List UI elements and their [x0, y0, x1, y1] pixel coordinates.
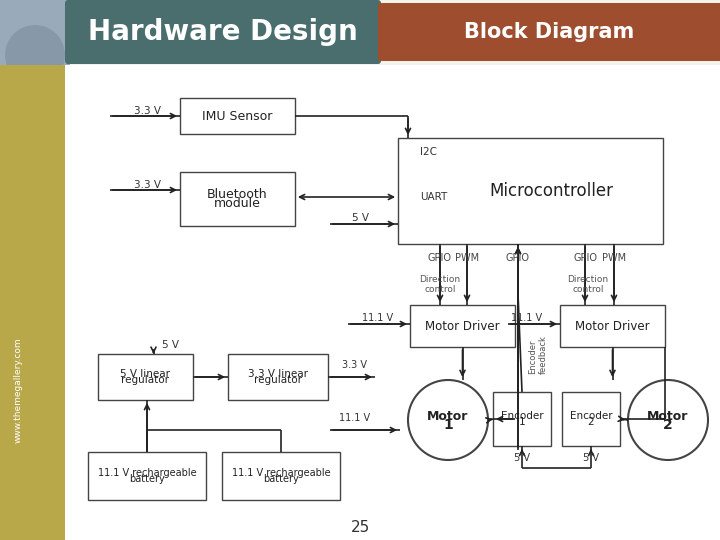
Text: 3.3 V: 3.3 V	[343, 360, 367, 370]
Text: battery: battery	[129, 474, 165, 484]
Text: Hardware Design: Hardware Design	[88, 18, 358, 46]
Text: 1: 1	[443, 418, 453, 433]
Text: 5 V: 5 V	[583, 453, 599, 463]
Bar	[180, 98, 295, 134]
Bar	[378, 3, 720, 61]
Text: Direction: Direction	[567, 275, 608, 285]
Text: 3.3 V: 3.3 V	[135, 106, 161, 116]
Text: 3.3 V linear: 3.3 V linear	[248, 369, 308, 379]
Text: Microcontroller: Microcontroller	[490, 182, 613, 200]
Bar	[562, 392, 620, 446]
Text: control: control	[424, 285, 456, 294]
Text: IMU Sensor: IMU Sensor	[202, 110, 273, 123]
Bar	[228, 354, 328, 400]
Text: Encoder: Encoder	[570, 410, 612, 421]
Text: Direction: Direction	[420, 275, 461, 285]
Text: Motor: Motor	[427, 410, 469, 423]
Text: module: module	[214, 197, 261, 210]
Bar	[560, 305, 665, 347]
Text: 1: 1	[518, 417, 526, 427]
Text: Motor: Motor	[647, 410, 689, 423]
Bar	[0, 65, 65, 540]
Text: regulator: regulator	[122, 375, 169, 386]
Text: 5 V: 5 V	[162, 340, 179, 350]
Text: 5 V: 5 V	[351, 213, 369, 223]
Text: 25: 25	[351, 519, 369, 535]
Text: regulator: regulator	[254, 375, 302, 386]
Text: 11.1 V rechargeable: 11.1 V rechargeable	[232, 468, 330, 478]
Text: 2: 2	[588, 417, 594, 427]
Text: 2: 2	[663, 418, 673, 433]
Text: battery: battery	[263, 474, 299, 484]
Text: 11.1 V: 11.1 V	[511, 313, 543, 323]
Text: 11.1 V: 11.1 V	[339, 413, 371, 423]
Text: GPIO: GPIO	[428, 253, 452, 263]
Circle shape	[628, 380, 708, 460]
Text: I2C: I2C	[420, 147, 437, 157]
Circle shape	[5, 25, 65, 85]
Text: www.themegallery.com: www.themegallery.com	[14, 337, 22, 443]
Text: GPIO: GPIO	[573, 253, 597, 263]
FancyBboxPatch shape	[65, 0, 381, 64]
Text: Block Diagram: Block Diagram	[464, 22, 634, 42]
Text: Encoder: Encoder	[500, 410, 544, 421]
Bar	[410, 305, 515, 347]
Text: Motor Driver: Motor Driver	[575, 320, 650, 333]
Text: PWM: PWM	[455, 253, 479, 263]
Text: GPIO: GPIO	[506, 253, 530, 263]
Bar	[180, 172, 295, 226]
Text: Motor Driver: Motor Driver	[426, 320, 500, 333]
Bar	[0, 0, 70, 65]
Text: 5 V linear: 5 V linear	[120, 369, 171, 379]
Bar	[65, 65, 720, 540]
Text: UART: UART	[420, 192, 447, 202]
Text: 11.1 V: 11.1 V	[362, 313, 394, 323]
Text: control: control	[572, 285, 604, 294]
Text: Bluetooth: Bluetooth	[207, 188, 268, 201]
Text: 11.1 V rechargeable: 11.1 V rechargeable	[98, 468, 197, 478]
Bar	[222, 452, 340, 500]
Bar	[98, 354, 193, 400]
Circle shape	[408, 380, 488, 460]
Text: Encoder
feedback: Encoder feedback	[528, 335, 547, 374]
Bar	[398, 138, 663, 244]
Text: 3.3 V: 3.3 V	[135, 180, 161, 190]
Text: PWM: PWM	[602, 253, 626, 263]
Text: 5 V: 5 V	[514, 453, 530, 463]
Bar	[88, 452, 206, 500]
Bar	[493, 392, 551, 446]
